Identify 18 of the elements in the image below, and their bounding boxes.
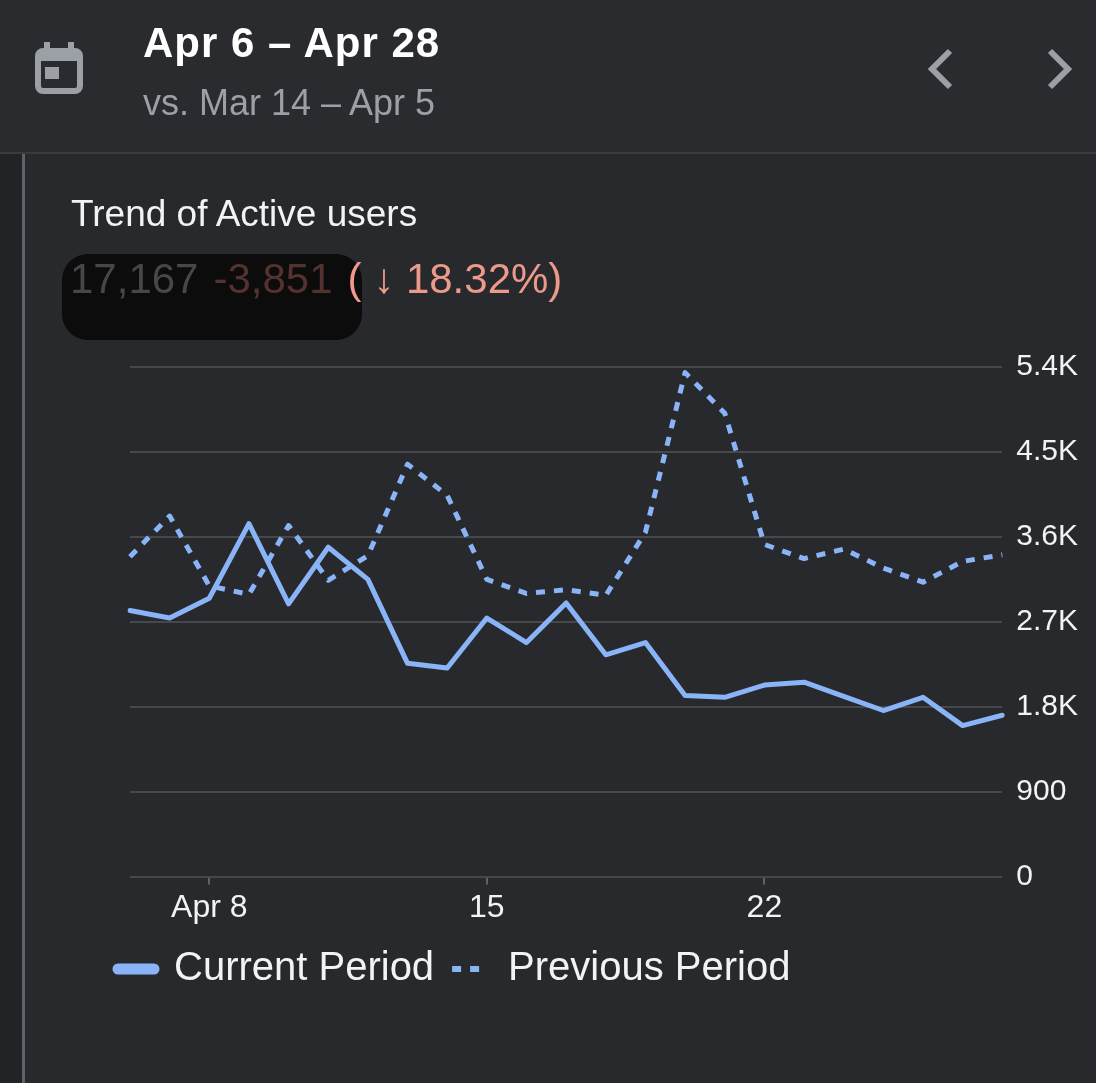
- text: 17,167: [70, 255, 199, 304]
- legend-label: Previous Period: [508, 944, 791, 989]
- y-tick-label: 2.7K: [1016, 603, 1078, 637]
- chart-title: Trend of Active users: [71, 193, 418, 236]
- text: Apr 6 – Apr 28: [143, 19, 441, 68]
- text: ( ↓ 18.32%): [347, 255, 563, 304]
- x-tick-label: Apr 8: [171, 887, 248, 924]
- y-tick-label: 5.4K: [1016, 348, 1078, 382]
- x-tick-label: 15: [469, 887, 505, 924]
- x-tick-label: 22: [746, 887, 783, 924]
- y-tick-label: 900: [1016, 772, 1067, 806]
- text: -3,851: [213, 255, 333, 304]
- legend-label: Current Period: [174, 944, 435, 989]
- y-tick-label: 1.8K: [1016, 688, 1078, 721]
- y-tick-label: 3.6K: [1016, 518, 1078, 552]
- text: vs. Mar 14 – Apr 5: [143, 82, 436, 124]
- y-tick-label: 0: [1016, 857, 1033, 891]
- y-tick-label: 4.5K: [1016, 433, 1078, 467]
